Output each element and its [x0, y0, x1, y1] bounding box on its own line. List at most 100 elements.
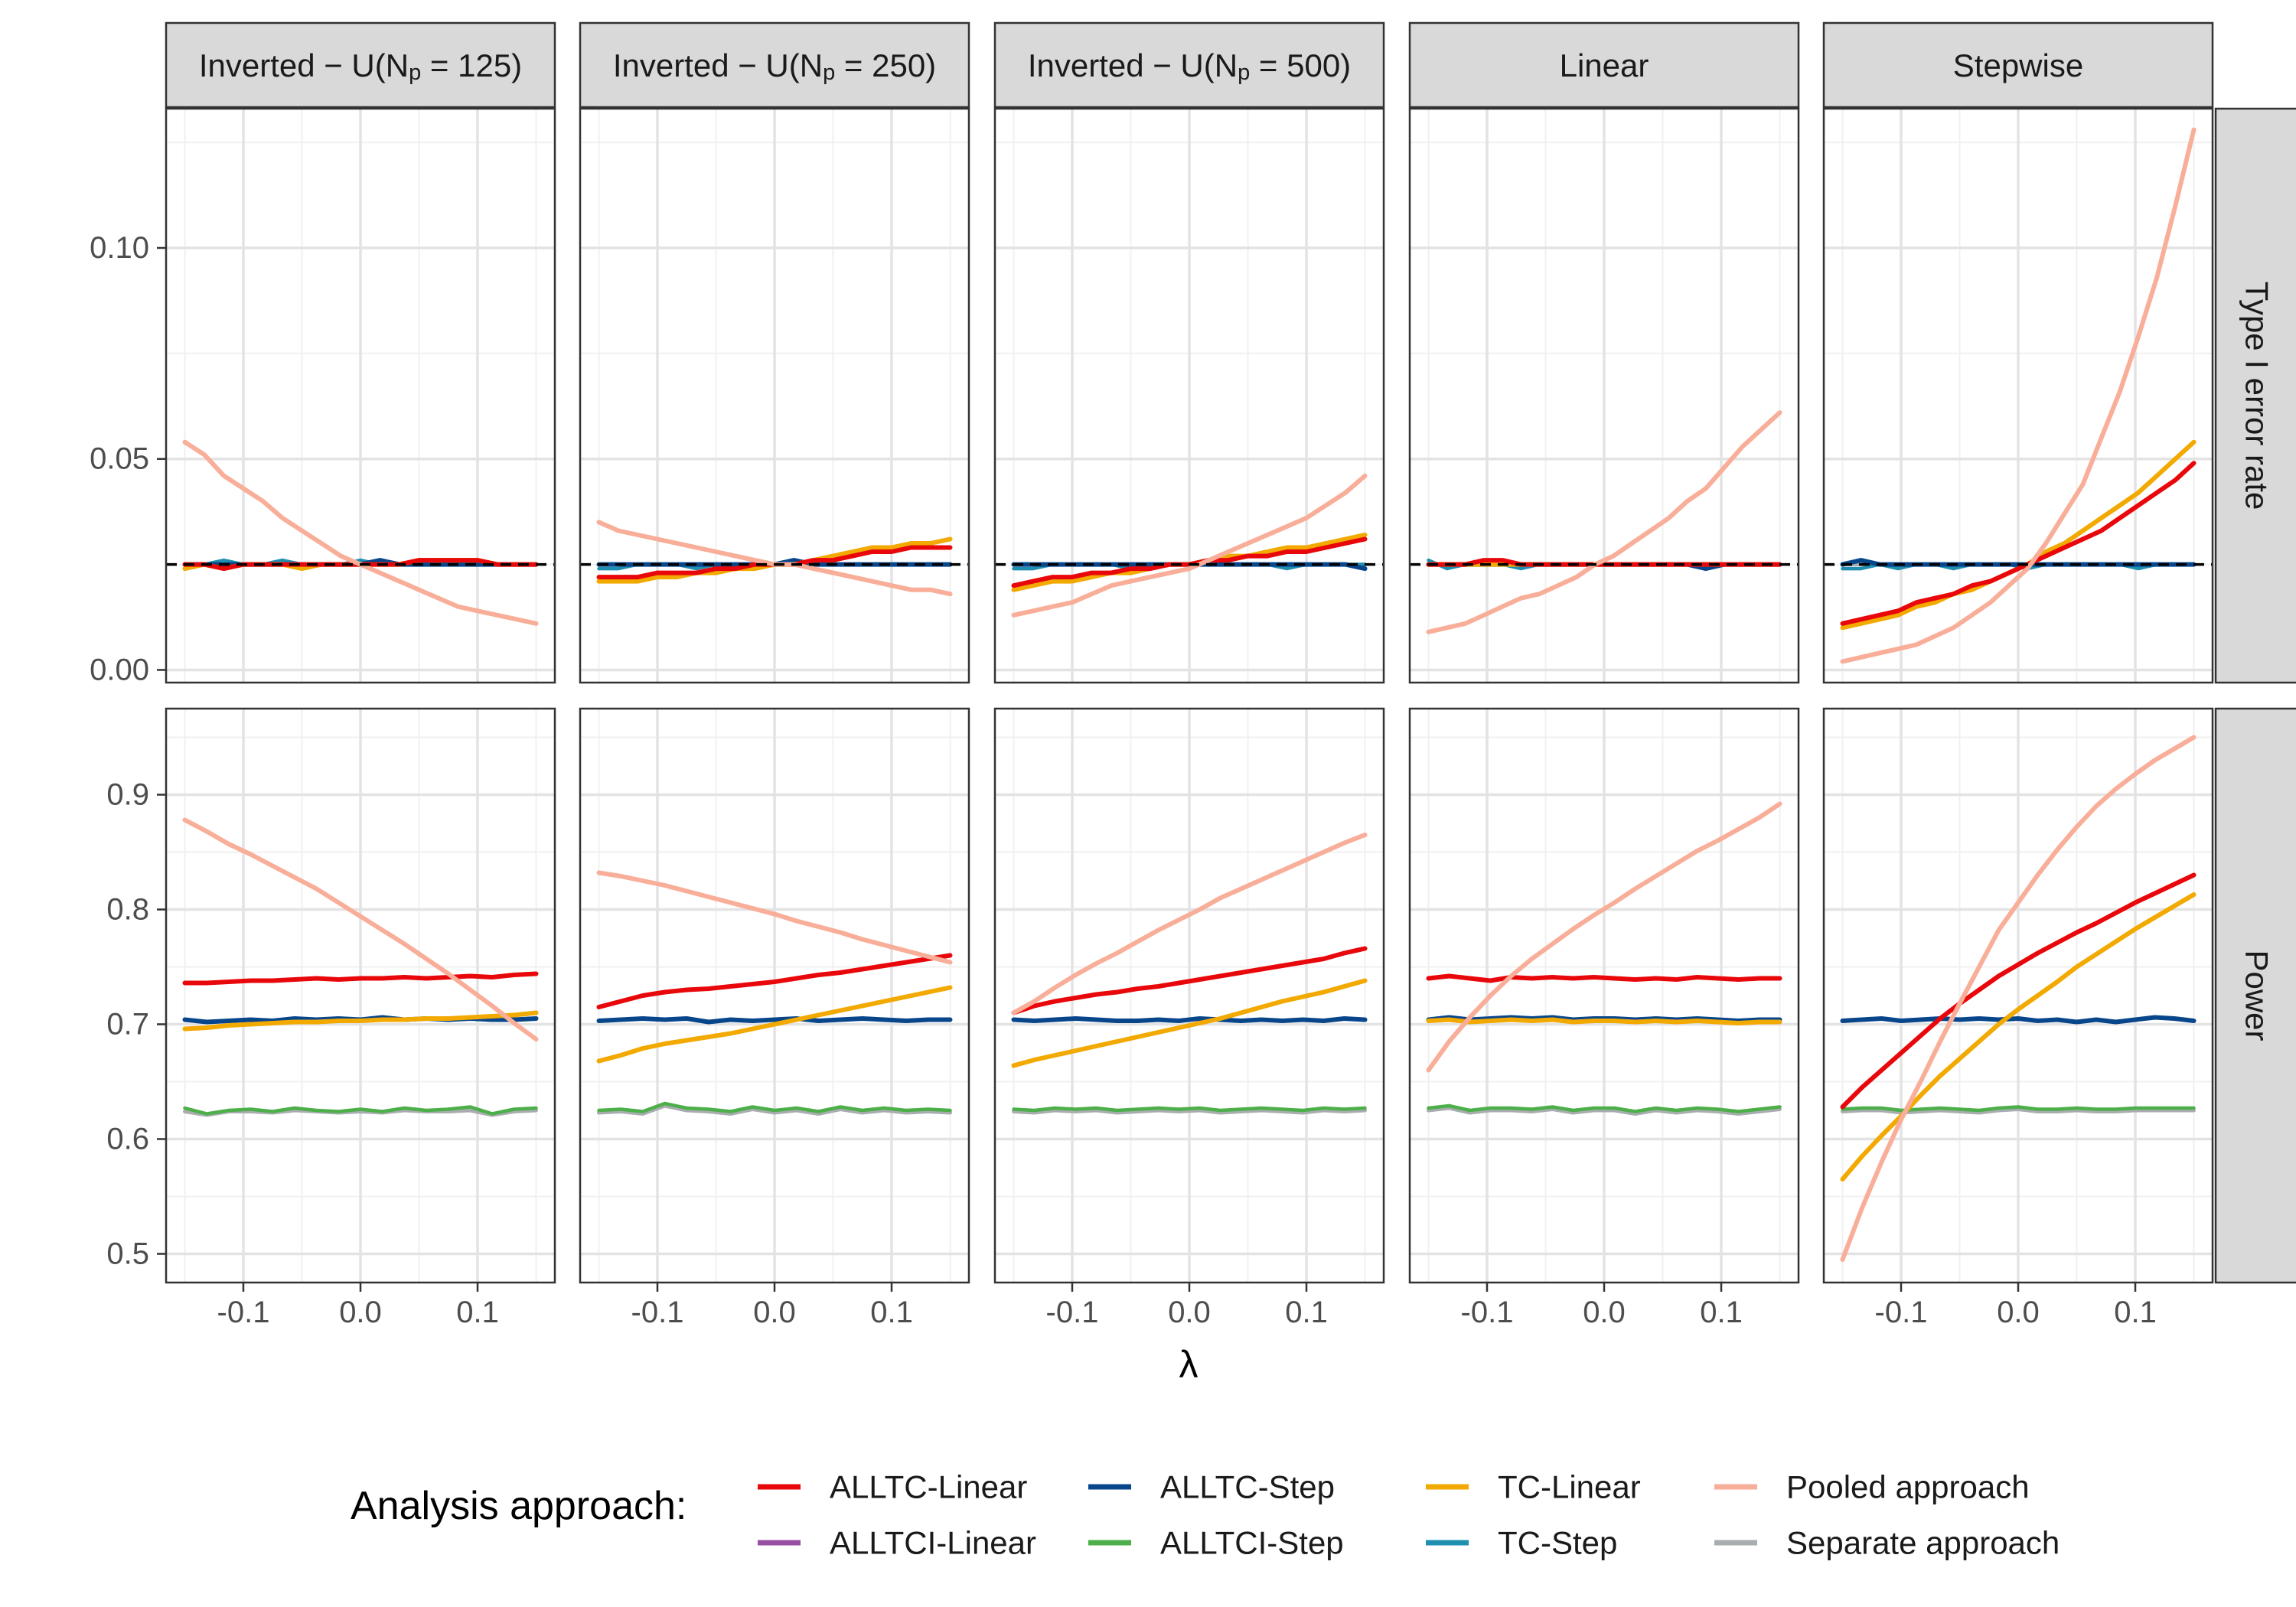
column-strip-background — [579, 21, 970, 109]
y-tick-label: 0.5 — [106, 1237, 149, 1271]
y-tick-label: 0.10 — [90, 231, 149, 265]
panel-type-i-error-rate-3 — [993, 107, 1385, 684]
legend-entry-alltci-step: ALLTCI-Step — [1088, 1525, 1344, 1561]
legend-label: ALLTC-Linear — [830, 1469, 1027, 1505]
legend-label: TC-Linear — [1498, 1469, 1641, 1505]
series-line-alltc-step — [1840, 1015, 2197, 1025]
x-tick-label: 0.0 — [753, 1296, 796, 1329]
series-lines — [1011, 833, 1368, 1115]
series-line-separate-approach — [1012, 1108, 1367, 1115]
series-line-alltci-step — [1841, 1105, 2196, 1113]
y-tick-label: 0.00 — [90, 653, 149, 686]
series-line-pooled-approach — [1011, 473, 1368, 618]
y-tick-label: 0.8 — [106, 893, 149, 927]
series-line-separate-approach — [1841, 1107, 2196, 1115]
series-line-pooled-approach — [596, 870, 953, 965]
column-strip-background — [993, 21, 1385, 109]
series-line-pooled-approach — [1840, 127, 2197, 664]
y-tick-label: 0.9 — [106, 778, 149, 812]
panel-border — [1408, 107, 1800, 684]
series-line-pooled-approach — [182, 817, 539, 1041]
series-lines — [596, 870, 953, 1116]
row-strip-label: Type I error rate — [2239, 282, 2275, 510]
series-lines — [1426, 801, 1782, 1116]
x-tick-label: 0.0 — [339, 1296, 382, 1329]
column-strip-3: Inverted − U(Np = 500) — [993, 21, 1385, 109]
legend-label: ALLTCI-Step — [1160, 1525, 1344, 1561]
series-line-alltc-linear — [1840, 872, 2197, 1110]
legend-entry-pooled-approach: Pooled approach — [1714, 1469, 2030, 1505]
legend-title: Analysis approach: — [351, 1484, 687, 1528]
series-line-alltc-linear — [596, 953, 953, 1009]
panel-power-4 — [1408, 707, 1800, 1284]
x-tick-label: 0.1 — [870, 1296, 913, 1329]
series-line-alltci-step — [1427, 1103, 1782, 1113]
x-tick-label: -0.1 — [1461, 1296, 1514, 1329]
panel-type-i-error-rate-5 — [1822, 107, 2214, 684]
y-tick-label: 0.05 — [90, 442, 149, 476]
axes-layer: 0.00 0.05 0.10 0.5 0.6 0.7 0.8 0.9 -0.1 0.0 0.1 -0.… — [90, 231, 2157, 1329]
row-strip-background — [2214, 707, 2296, 1284]
column-strip-1: Inverted − U(Np = 125) — [165, 21, 556, 109]
panel-type-i-error-rate-2 — [579, 107, 970, 684]
series-line-alltci-step — [597, 1101, 952, 1113]
y-tick-label: 0.7 — [106, 1008, 149, 1041]
series-line-tc-linear — [1426, 1017, 1782, 1025]
panels-layer — [165, 107, 2214, 1284]
legend-entry-alltci-linear: ALLTCI-Linear — [758, 1525, 1036, 1561]
series-line-alltc-linear — [182, 971, 539, 986]
column-strip-label: Stepwise — [1953, 47, 2083, 83]
column-strip-label: Inverted − U(Np = 125) — [199, 47, 522, 86]
x-tick-label: -0.1 — [1875, 1296, 1928, 1329]
column-strip-label: Inverted − U(Np = 250) — [613, 47, 936, 86]
panel-power-2 — [579, 707, 970, 1284]
column-strip-4: Linear — [1408, 21, 1800, 109]
x-tick-label: 0.0 — [1583, 1296, 1626, 1329]
series-line-tc-linear — [1011, 978, 1368, 1068]
panel-power-1 — [165, 707, 556, 1284]
x-tick-label: 0.1 — [1285, 1296, 1328, 1329]
series-line-alltc-linear — [1011, 946, 1368, 1015]
series-line-separate-approach — [183, 1108, 538, 1117]
x-tick-label: -0.1 — [631, 1296, 684, 1329]
x-axis-title: λ — [1179, 1343, 1199, 1386]
legend-entry-tc-step: TC-Step — [1426, 1525, 1617, 1561]
x-tick-label: -0.1 — [217, 1296, 270, 1329]
x-tick-label: 0.0 — [1997, 1296, 2040, 1329]
column-strip-background — [165, 21, 556, 109]
y-tick-label: 0.6 — [106, 1123, 149, 1156]
row-strip-power: Power — [2214, 707, 2296, 1284]
legend-label: ALLTCI-Linear — [830, 1525, 1036, 1561]
legend-label: TC-Step — [1498, 1525, 1617, 1561]
legend-label: Separate approach — [1786, 1525, 2060, 1561]
panel-border — [579, 107, 970, 684]
panel-border — [1822, 107, 2214, 684]
x-tick-label: 0.0 — [1168, 1296, 1211, 1329]
series-line-tc-linear — [182, 1010, 539, 1032]
column-strip-2: Inverted − U(Np = 250) — [579, 21, 970, 109]
series-line-alltc-step — [596, 1016, 953, 1025]
panel-power-5 — [1822, 707, 2214, 1284]
series-line-separate-approach — [1427, 1106, 1782, 1116]
column-strip-label: Linear — [1560, 47, 1649, 83]
facet-strips: Type I error rate Power Inverted − U(Np = … — [165, 21, 2296, 1284]
x-tick-label: 0.1 — [456, 1296, 499, 1329]
series-line-alltc-step — [1011, 1016, 1368, 1023]
panel-border — [993, 107, 1385, 684]
legend-entry-tc-linear: TC-Linear — [1426, 1469, 1641, 1505]
series-lines — [182, 817, 539, 1117]
row-strip-label: Power — [2239, 950, 2275, 1041]
legend-entry-alltc-linear: ALLTC-Linear — [758, 1469, 1027, 1505]
legend-label: Pooled approach — [1786, 1469, 2030, 1505]
legend-entry-alltc-step: ALLTC-Step — [1088, 1469, 1335, 1505]
x-tick-label: -0.1 — [1046, 1296, 1099, 1329]
row-strip-type-i-error-rate: Type I error rate — [2214, 107, 2296, 684]
legend-label: ALLTC-Step — [1160, 1469, 1335, 1505]
series-line-pooled-approach — [1011, 833, 1368, 1015]
column-strip-label: Inverted − U(Np = 500) — [1028, 47, 1351, 86]
legend: Analysis approach: ALLTC-Linear ALLTCI-Lin… — [351, 1469, 2060, 1561]
series-line-pooled-approach — [1426, 801, 1782, 1073]
panel-power-3 — [993, 707, 1385, 1284]
x-tick-label: 0.1 — [2114, 1296, 2157, 1329]
